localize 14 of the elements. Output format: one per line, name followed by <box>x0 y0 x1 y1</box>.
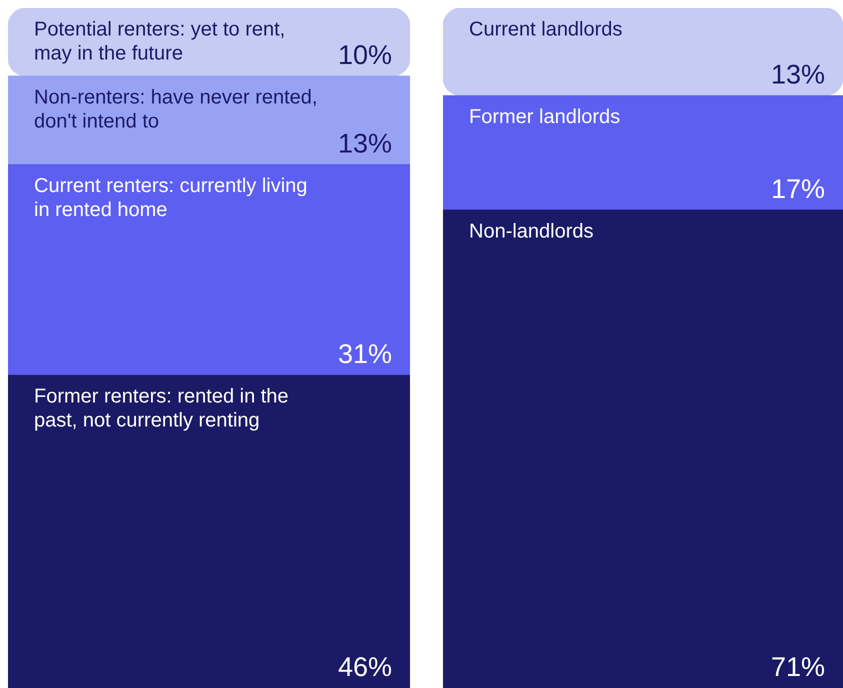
data-label: 46% <box>338 652 392 682</box>
data-label: 13% <box>770 59 825 90</box>
data-label: 13% <box>338 128 392 158</box>
series-label: Current renters: currently living in rented home <box>34 174 308 221</box>
series-label: Former landlords <box>469 106 620 128</box>
series-label: Non-renters: have never rented, don't intend to <box>34 86 318 133</box>
series-label: Former renters: rented in the past, not currently renting <box>34 386 289 432</box>
data-label: 31% <box>338 339 392 370</box>
data-label: 71% <box>770 652 825 682</box>
series-label: Non-landlords <box>469 220 594 242</box>
data-label: 10% <box>338 40 392 70</box>
series-label: Current landlords <box>469 18 622 41</box>
data-label: 17% <box>770 174 825 204</box>
series-label: Potential renters: yet to rent, may in the future <box>34 18 286 65</box>
